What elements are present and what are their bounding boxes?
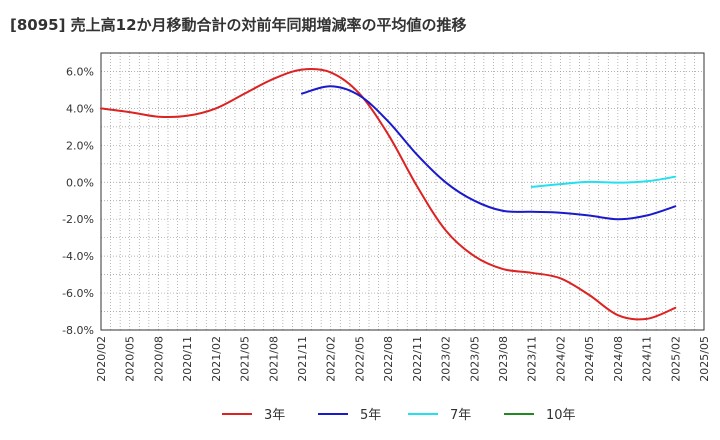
x-tick-label: 2021/08 bbox=[267, 336, 280, 382]
legend-label-2: 5年 bbox=[360, 408, 381, 423]
x-tick-label: 2024/11 bbox=[641, 336, 654, 382]
x-tick-label: 2022/02 bbox=[325, 336, 338, 382]
legend-label-1: 3年 bbox=[264, 408, 285, 423]
y-tick-label: -8.0% bbox=[62, 324, 94, 337]
series-line-3 bbox=[530, 175, 677, 188]
x-tick-label: 2021/05 bbox=[239, 336, 252, 382]
y-tick-label: 6.0% bbox=[66, 65, 94, 78]
x-tick-label: 2025/05 bbox=[698, 336, 711, 382]
chart-title: [8095] 売上高12か月移動合計の対前年同期増減率の平均値の推移 bbox=[10, 16, 467, 34]
legend-label-4: 10年 bbox=[546, 408, 576, 423]
legend-label-3: 7年 bbox=[450, 408, 471, 423]
y-tick-label: -2.0% bbox=[62, 213, 94, 226]
x-tick-label: 2022/11 bbox=[411, 336, 424, 382]
x-tick-label: 2023/08 bbox=[497, 336, 510, 382]
x-tick-label: 2024/05 bbox=[583, 336, 596, 382]
series-line-1 bbox=[100, 67, 677, 321]
x-tick-label: 2023/11 bbox=[526, 336, 539, 382]
y-tick-label: 4.0% bbox=[66, 102, 94, 115]
x-tick-label: 2024/02 bbox=[554, 336, 567, 382]
x-tick-label: 2023/05 bbox=[468, 336, 481, 382]
x-tick-label: 2020/02 bbox=[95, 336, 108, 382]
plot-frame bbox=[100, 52, 705, 331]
x-tick-label: 2020/08 bbox=[152, 336, 165, 382]
x-tick-label: 2021/11 bbox=[296, 336, 309, 382]
series-line-2 bbox=[301, 85, 677, 221]
y-tick-label: 0.0% bbox=[66, 176, 94, 189]
x-tick-label: 2025/02 bbox=[669, 336, 682, 382]
x-tick-label: 2020/05 bbox=[124, 336, 137, 382]
y-tick-label: -6.0% bbox=[62, 287, 94, 300]
x-tick-label: 2024/08 bbox=[612, 336, 625, 382]
y-tick-label: -4.0% bbox=[62, 250, 94, 263]
x-tick-label: 2022/08 bbox=[382, 336, 395, 382]
y-tick-label: 2.0% bbox=[66, 139, 94, 152]
x-tick-label: 2020/11 bbox=[181, 336, 194, 382]
x-tick-label: 2022/05 bbox=[353, 336, 366, 382]
x-tick-label: 2023/02 bbox=[440, 336, 453, 382]
x-tick-label: 2021/02 bbox=[210, 336, 223, 382]
plot-area bbox=[101, 53, 704, 330]
